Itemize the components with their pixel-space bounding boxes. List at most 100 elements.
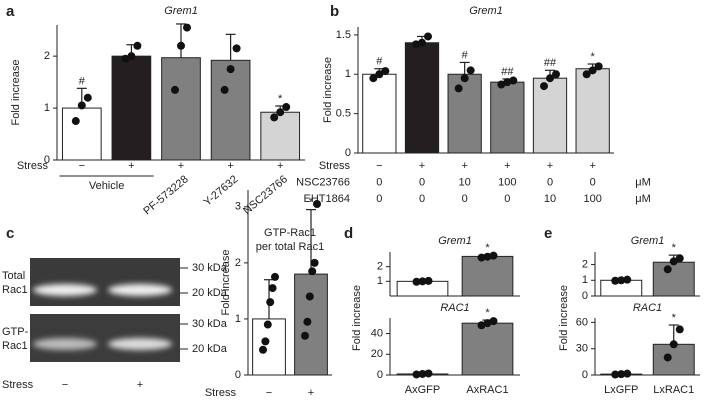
data-point [133,41,142,50]
data-point [546,74,554,83]
bar [210,59,251,161]
blot-stress-value: + [137,379,143,391]
y-tick-label: 60 [576,316,588,328]
x-tick-label: AxRAC1 [466,384,508,396]
data-point [466,66,475,75]
data-point [282,103,291,112]
data-point [270,113,279,122]
significance: ## [501,66,514,78]
data-point [313,200,321,209]
data-point [301,331,309,340]
blot-stress-label: Stress [2,379,34,391]
data-point [412,40,420,49]
significance: # [79,75,86,87]
data-point [582,70,591,79]
y-tick-label: 0 [377,369,383,381]
row-value: − [79,160,85,172]
y-tick-label: 2 [582,258,588,270]
chart-title: Grem1 [164,5,198,17]
data-point [268,284,277,293]
panel-label: b [330,3,339,20]
data-point [617,276,626,285]
data-point [305,292,314,301]
data-point [127,52,136,61]
chart-title: Grem1 [631,235,665,247]
data-point [669,340,678,349]
blot-label: Rac1 [2,340,28,352]
row-value: 100 [583,193,601,205]
data-point [271,272,279,281]
bar [294,273,328,376]
x-tick-label: AxGFP [405,384,440,396]
data-point [177,41,185,50]
row-value: 0 [376,193,382,205]
chart-title: RAC1 [633,302,662,314]
data-point [497,80,506,89]
bar [461,255,514,297]
data-point [483,252,492,261]
row-value: 0 [590,176,596,188]
data-point [509,76,518,85]
row-value: − [266,387,272,399]
row-unit: μM [635,193,651,205]
marker-label: 20 kDa [192,287,228,299]
panel-label: a [6,3,15,20]
y-axis-label: Fold increase [558,285,570,351]
row-value: + [547,160,553,172]
y-tick-label: 2 [44,50,50,62]
y-tick-label: 1 [44,102,50,114]
row-value: 0 [376,176,382,188]
data-point [308,267,317,276]
chart-title: Grem1 [438,235,472,247]
data-point [220,85,229,94]
y-tick-label: 1 [377,275,383,287]
y-tick-label: 1 [235,313,241,325]
bar [447,73,482,154]
chart-title: per total Rac1 [256,241,324,253]
data-point [617,370,626,379]
data-point [611,370,620,379]
data-point [454,84,463,93]
panel-label: e [544,225,552,242]
y-tick-label: 1 [345,68,351,80]
data-point [623,275,632,284]
y-tick-label: 2 [235,257,241,269]
data-point [369,74,378,83]
y-tick-label: 3 [235,201,241,213]
row-value: + [178,160,184,172]
marker-label: 30 kDa [192,318,228,330]
bar [461,322,514,376]
row-label: Stress [319,160,351,172]
data-point [226,65,235,74]
blot-stress-value: − [62,379,68,391]
bar [532,77,568,154]
y-tick-label: 1 [582,274,588,286]
data-point [663,353,672,362]
row-label: Stress [205,387,237,399]
data-point [483,319,492,328]
row-value: + [308,387,314,399]
bar [490,81,525,154]
row-value: 0 [462,193,468,205]
data-point [263,320,272,329]
y-axis-label: Fold increase [10,59,22,125]
row-value: 10 [459,176,471,188]
data-point [183,23,191,32]
data-point [489,251,498,260]
data-point [594,62,603,71]
panel-label: c [6,225,14,242]
row-value: + [227,160,233,172]
x-tick-label: LxRAC1 [653,384,694,396]
data-point [418,38,426,47]
data-point [477,253,486,262]
bar [61,107,102,161]
row-value: 0 [504,193,510,205]
significance: # [376,56,383,68]
data-point [623,369,632,378]
bar [652,261,695,297]
row-value: 100 [498,176,516,188]
y-tick-label: 0 [345,147,351,159]
significance: # [462,49,469,61]
row-value: 0 [547,176,553,188]
significance: * [485,307,490,319]
